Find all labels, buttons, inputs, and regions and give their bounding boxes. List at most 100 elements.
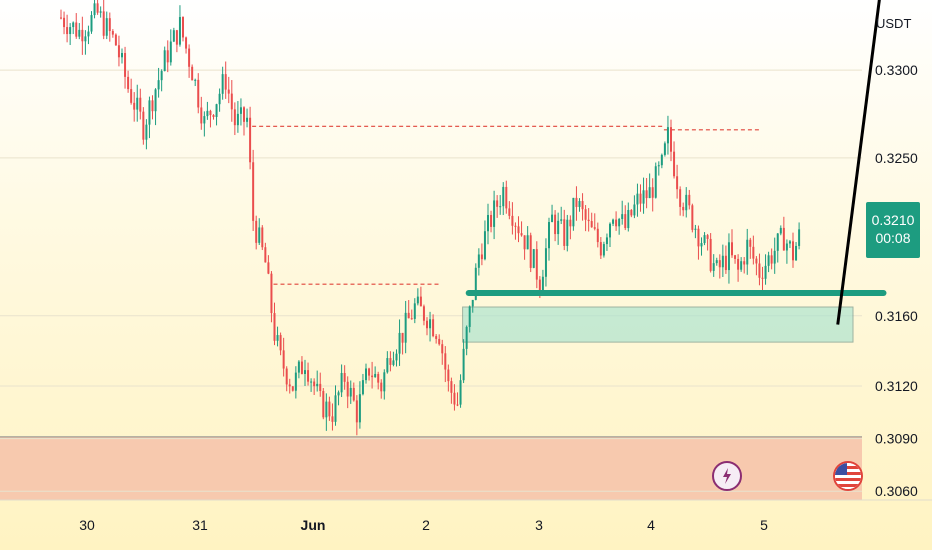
candle-body	[782, 227, 785, 251]
candle-body	[401, 332, 404, 343]
candle-body	[517, 226, 520, 234]
candle-body	[490, 214, 493, 227]
candle-body	[157, 80, 160, 90]
candle-body	[526, 235, 529, 250]
candle-body	[127, 76, 130, 90]
candle-body	[673, 151, 676, 177]
candle-body	[544, 248, 547, 277]
candle-body	[75, 22, 78, 37]
candle-body	[779, 227, 782, 234]
candle-body	[651, 187, 654, 198]
candle-body	[365, 368, 367, 381]
candle-body	[114, 34, 117, 46]
candle-body	[587, 219, 590, 222]
candle-body	[294, 372, 297, 391]
candle-body	[239, 107, 242, 114]
candle-body	[117, 45, 120, 58]
projection-trend-line	[836, 0, 881, 325]
candle-body	[267, 262, 270, 274]
time-tick-label: 31	[192, 517, 208, 533]
candle-body	[377, 373, 380, 383]
candle-body	[453, 392, 456, 405]
candle-body	[63, 17, 66, 28]
candle-body	[465, 326, 468, 349]
candle-body	[139, 97, 142, 112]
candle-body	[233, 109, 236, 126]
candle-body	[493, 200, 496, 227]
candle-body	[548, 222, 550, 249]
candle-body	[227, 89, 230, 94]
candle-body	[304, 370, 306, 374]
candle-body	[770, 255, 773, 264]
candle-body	[795, 245, 798, 261]
price-tick-label: 0.3120	[875, 378, 918, 394]
candle-body	[785, 243, 788, 251]
candle-body	[81, 29, 84, 42]
candle-body	[194, 79, 197, 81]
candle-body	[740, 261, 743, 270]
candle-body	[325, 401, 328, 418]
candle-body	[316, 383, 319, 387]
candle-body	[349, 387, 352, 397]
candle-body	[87, 31, 90, 37]
candle-body	[218, 93, 221, 105]
candle-body	[130, 89, 133, 103]
candle-body	[624, 214, 627, 229]
candle-body	[291, 386, 294, 391]
candle-body	[151, 100, 154, 112]
candle-body	[243, 107, 245, 122]
time-tick-label: 5	[760, 517, 768, 533]
candle-body	[404, 312, 407, 343]
candle-body	[657, 165, 660, 167]
candle-body	[566, 219, 569, 246]
candle-body	[148, 100, 151, 125]
candle-body	[514, 225, 517, 227]
lightning-icon[interactable]	[712, 461, 742, 491]
candle-body	[459, 380, 462, 405]
candle-body	[419, 296, 422, 307]
candle-body	[441, 344, 444, 354]
candle-body	[508, 208, 511, 216]
candle-body	[206, 110, 209, 117]
candle-body	[358, 394, 361, 423]
candle-body	[715, 260, 718, 264]
us-flag-icon[interactable]	[833, 461, 863, 491]
candle-body	[270, 273, 273, 314]
candle-body	[633, 204, 636, 216]
candle-body	[444, 353, 447, 370]
candle-body	[749, 239, 752, 247]
candle-body	[343, 373, 346, 382]
candle-body	[581, 201, 584, 210]
candle-body	[264, 247, 267, 263]
candle-body	[480, 254, 483, 260]
candle-body	[288, 384, 291, 387]
candle-body	[215, 104, 218, 117]
candle-body	[258, 227, 261, 243]
candle-body	[712, 263, 715, 271]
candle-body	[136, 97, 139, 110]
candle-body	[142, 111, 145, 140]
candle-body	[337, 392, 340, 396]
candle-body	[709, 238, 712, 271]
candle-body	[185, 37, 188, 49]
demand-zone	[462, 306, 854, 343]
candle-body	[670, 127, 672, 152]
candle-body	[590, 221, 593, 228]
candle-body	[328, 401, 331, 417]
candle-body	[627, 209, 630, 229]
candle-body	[182, 17, 184, 38]
candle-body	[654, 166, 657, 198]
candle-body	[609, 223, 611, 238]
candle-body	[703, 235, 706, 244]
candle-body	[172, 30, 175, 42]
candle-body	[554, 214, 557, 235]
candle-body	[395, 353, 398, 361]
candle-body	[191, 66, 194, 81]
candle-body	[96, 3, 99, 13]
candle-body	[154, 89, 157, 112]
candle-body	[468, 306, 471, 327]
candle-body	[169, 41, 172, 63]
candle-body	[432, 319, 435, 337]
